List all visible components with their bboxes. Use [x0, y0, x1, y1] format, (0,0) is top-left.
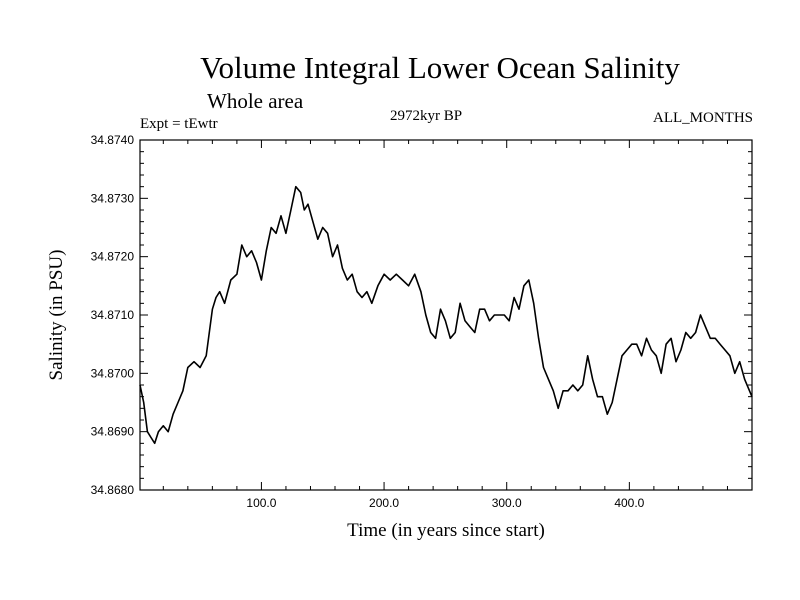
x-tick-label: 100.0: [246, 496, 276, 510]
y-tick-label: 34.8680: [91, 483, 135, 497]
x-tick-label: 300.0: [492, 496, 522, 510]
x-tick-label: 400.0: [614, 496, 644, 510]
period-label: 2972kyr BP: [390, 108, 463, 124]
chart-subtitle: Whole area: [207, 89, 304, 113]
y-tick-label: 34.8720: [91, 250, 135, 264]
y-tick-label: 34.8730: [91, 191, 135, 205]
salinity-series-line: [139, 185, 753, 445]
x-tick-label: 200.0: [369, 496, 399, 510]
y-tick-label: 34.8740: [91, 133, 135, 147]
plot-frame: [139, 139, 753, 491]
months-label: ALL_MONTHS: [653, 110, 753, 126]
y-tick-label: 34.8690: [91, 425, 135, 439]
y-tick-label: 34.8710: [91, 308, 135, 322]
chart-title: Volume Integral Lower Ocean Salinity: [200, 50, 680, 85]
experiment-label: Expt = tEwtr: [140, 116, 218, 132]
x-axis-label: Time (in years since start): [347, 520, 545, 541]
y-tick-label: 34.8700: [91, 366, 135, 380]
